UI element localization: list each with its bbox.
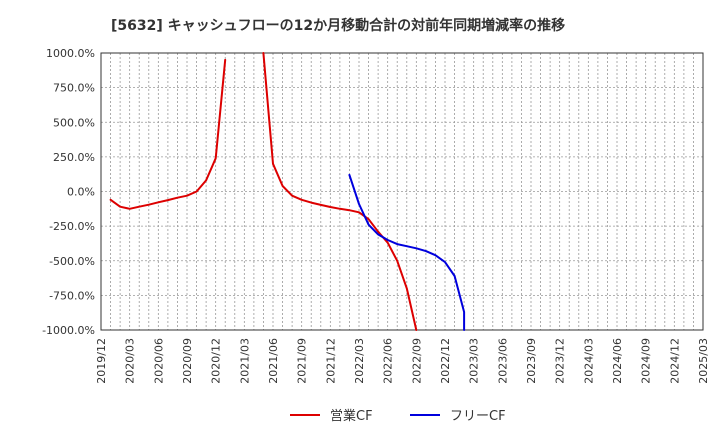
series-line-free-cf (348, 173, 466, 331)
x-tick-label: 2020/09 (181, 338, 194, 384)
x-tick-label: 2023/12 (554, 338, 567, 384)
x-tick-label: 2023/03 (468, 338, 481, 384)
x-tick-label: 2023/06 (496, 338, 509, 384)
y-tick-label: -1000.0% (42, 324, 95, 337)
x-tick-label: 2021/09 (296, 338, 309, 384)
x-tick-label: 2021/03 (238, 338, 251, 384)
x-tick-label: 2021/12 (324, 338, 337, 384)
x-tick-label: 2022/03 (353, 338, 366, 384)
x-tick-label: 2022/06 (382, 338, 395, 384)
x-tick-label: 2021/06 (267, 338, 280, 384)
x-tick-label: 2022/09 (410, 338, 423, 384)
x-tick-label: 2025/03 (697, 338, 710, 384)
x-tick-label: 2020/12 (210, 338, 223, 384)
legend-item-free-cf: フリーCF (410, 409, 506, 424)
x-tick-label: 2024/06 (611, 338, 624, 384)
legend-label: フリーCF (450, 409, 506, 424)
y-tick-label: 0.0% (67, 186, 95, 199)
y-tick-label: -250.0% (49, 220, 95, 233)
series-line-operating-cf (109, 52, 418, 331)
grid (101, 53, 703, 330)
legend: 営業CF フリーCF (290, 408, 506, 424)
legend-label: 営業CF (330, 408, 373, 424)
chart-title: [5632] キャッシュフローの12か月移動合計の対前年同期増減率の推移 (111, 17, 565, 34)
x-tick-label: 2020/06 (152, 338, 165, 384)
y-tick-label: 500.0% (53, 116, 95, 129)
series-lines (109, 52, 466, 331)
x-tick-label: 2024/03 (582, 338, 595, 384)
x-tick-label: 2019/12 (95, 338, 108, 384)
y-tick-label: 750.0% (53, 82, 95, 95)
x-tick-label: 2022/12 (439, 338, 452, 384)
y-tick-label: -500.0% (49, 255, 95, 268)
x-tick-label: 2024/12 (668, 338, 681, 384)
legend-item-operating-cf: 営業CF (290, 408, 373, 424)
x-tick-label: 2020/03 (124, 338, 137, 384)
y-tick-label: 250.0% (53, 151, 95, 164)
y-tick-label: 1000.0% (46, 47, 95, 60)
x-tick-label: 2024/09 (640, 338, 653, 384)
y-tick-label: -750.0% (49, 289, 95, 302)
axes: 1000.0% 750.0% 500.0% 250.0% 0.0% -250.0% -500… (42, 47, 710, 384)
plot-area-frame (100, 52, 704, 331)
x-tick-label: 2023/09 (525, 338, 538, 384)
